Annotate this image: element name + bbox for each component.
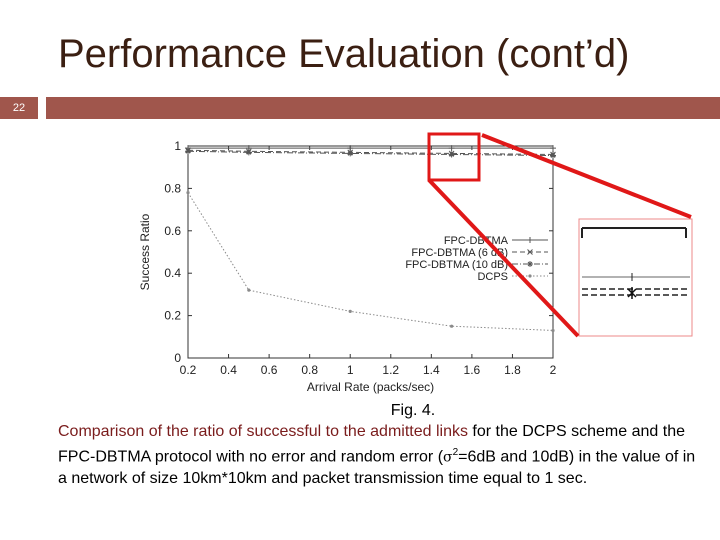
- data-point: [450, 324, 454, 328]
- y-tick-label: 0.8: [164, 181, 181, 195]
- data-point: [550, 152, 556, 159]
- x-tick-label: 0.4: [220, 363, 237, 377]
- y-axis-label: Success Ratio: [138, 213, 152, 290]
- y-tick-label: 1: [174, 139, 181, 153]
- caption-part1: for the DCPS scheme and the FPC-DBTMA pr…: [58, 423, 685, 466]
- x-tick-label: 1: [347, 363, 354, 377]
- success-ratio-chart: 0.2 0.4 0.6 0.8 1 1.2 1.4 1.6 1.8 200.20.40.60.81…: [138, 132, 693, 394]
- data-point: [347, 145, 354, 152]
- y-tick-label: 0: [174, 351, 181, 365]
- figure-caption: Fig. 4. Comparison of the ratio of succe…: [58, 400, 698, 489]
- figure-label: Fig. 4.: [390, 402, 436, 419]
- caption-highlight: Comparison of the ratio of successful to…: [58, 423, 468, 440]
- caption-part2: =6dB and 10dB) in the value of in a netw…: [58, 448, 696, 488]
- data-point: [448, 151, 455, 158]
- zoom-connector-bottom: [427, 178, 580, 338]
- inset-marker: [627, 287, 637, 299]
- data-point: [348, 309, 352, 313]
- series-line: [187, 192, 554, 331]
- data-point: [185, 148, 191, 155]
- data-point: [550, 145, 556, 152]
- legend-label: FPC-DBTMA (6 dB): [411, 247, 508, 259]
- slide-title: Performance Evaluation (cont’d): [58, 32, 630, 76]
- x-tick-label: 0.6: [261, 363, 278, 377]
- x-tick-label: 1.6: [464, 363, 481, 377]
- x-tick-label: 1.4: [423, 363, 440, 377]
- zoom-connector-top: [481, 133, 692, 219]
- data-point: [347, 150, 354, 157]
- data-point: [527, 237, 533, 243]
- data-point: [527, 249, 533, 255]
- y-tick-label: 0.4: [164, 266, 181, 280]
- data-point: [245, 149, 252, 156]
- title-divider-bar: [46, 97, 720, 119]
- sigma-symbol: σ: [443, 449, 453, 466]
- legend-label: FPC-DBTMA (10 dB): [405, 259, 508, 271]
- y-tick-label: 0.6: [164, 224, 181, 238]
- plot-frame: [187, 145, 554, 359]
- caption-text: Comparison of the ratio of successful to…: [58, 421, 698, 489]
- slide-number: 22: [0, 97, 38, 119]
- data-point: [186, 191, 190, 195]
- y-tick-label: 0.2: [164, 309, 181, 323]
- data-point: [527, 261, 533, 267]
- data-point: [448, 145, 455, 152]
- x-tick-label: 1.2: [382, 363, 399, 377]
- data-point: [551, 328, 555, 333]
- x-tick-label: 0.8: [301, 363, 318, 377]
- data-point: [247, 288, 251, 292]
- data-point: [528, 274, 532, 278]
- inset-frame-line: [581, 227, 687, 238]
- x-axis-label: Arrival Rate (packs/sec): [307, 380, 434, 394]
- sigma-superscript: 2: [452, 447, 459, 458]
- highlight-box: [427, 132, 481, 182]
- legend-label: FPC-DBTMA: [444, 235, 509, 247]
- legend-label: DCPS: [477, 271, 508, 283]
- x-tick-label: 2: [550, 363, 557, 377]
- x-tick-label: 1.8: [504, 363, 521, 377]
- x-tick-label: 0.2: [180, 363, 197, 377]
